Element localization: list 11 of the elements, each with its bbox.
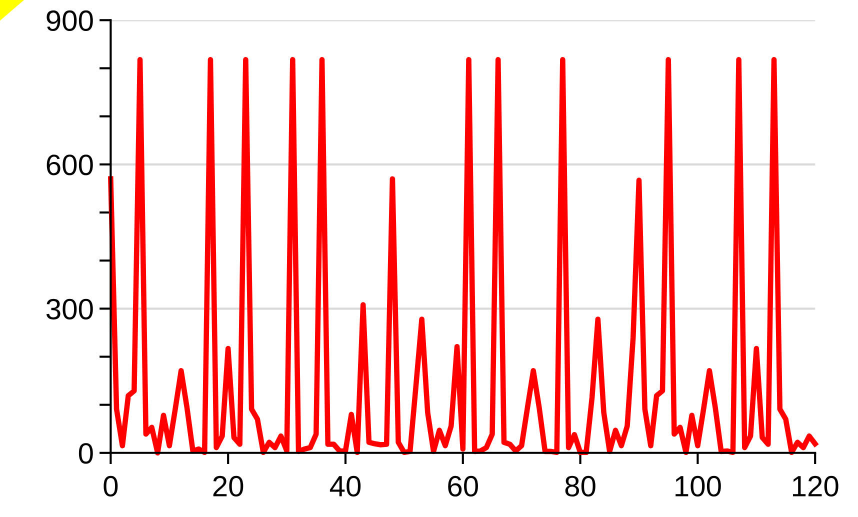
x-tick-label: 120 xyxy=(792,476,838,497)
x-tick-label: 100 xyxy=(676,476,721,497)
x-tick-label: 60 xyxy=(448,476,478,497)
x-tick-label: 20 xyxy=(213,476,244,497)
x-tick-label: 40 xyxy=(330,476,361,497)
x-tick-label: 80 xyxy=(565,476,596,497)
y-tick-label: 900 xyxy=(46,10,93,32)
y-tick-label: 300 xyxy=(46,298,93,320)
x-tick-label: 0 xyxy=(104,476,118,497)
y-tick-label: 600 xyxy=(46,154,93,176)
y-tick-label: 0 xyxy=(78,443,93,464)
